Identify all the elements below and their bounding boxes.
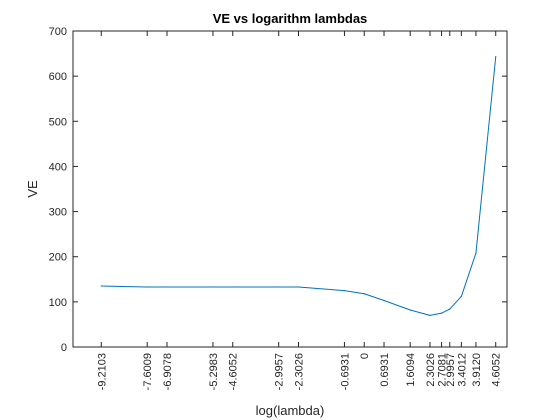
- data-point: [297, 286, 300, 288]
- data-point: [166, 286, 168, 288]
- x-tick-label: 2.9957: [445, 353, 457, 387]
- data-point: [383, 299, 385, 302]
- y-tick-label: 400: [49, 161, 67, 173]
- x-axis-label: log(lambda): [256, 403, 325, 418]
- x-tick-label: -2.3026: [293, 353, 305, 390]
- data-point: [278, 286, 280, 288]
- series-layer: [100, 56, 497, 316]
- data-point: [429, 314, 431, 316]
- y-axis-ticks: 0 100 200 300 400 500 600 700: [49, 26, 507, 354]
- data-point: [212, 286, 214, 288]
- x-tick-label: 0.6931: [379, 353, 391, 387]
- chart-title: VE vs logarithm lambdas: [213, 11, 368, 26]
- data-point: [475, 252, 477, 254]
- y-tick-label: 600: [49, 71, 67, 83]
- x-tick-label: -2.9957: [274, 353, 286, 390]
- y-tick-label: 700: [49, 26, 67, 38]
- x-tick-label: 3.4012: [456, 353, 468, 387]
- data-point: [146, 286, 148, 288]
- y-axis-label: VE: [25, 180, 40, 198]
- y-tick-label: 500: [49, 116, 67, 128]
- data-point: [100, 285, 102, 287]
- x-tick-label: -7.6009: [142, 353, 154, 390]
- x-tick-label: -6.9078: [162, 353, 174, 390]
- y-tick-label: 200: [49, 252, 67, 264]
- data-point: [343, 289, 346, 292]
- x-tick-label: -5.2983: [208, 353, 220, 390]
- x-tick-label: -0.6931: [339, 353, 351, 390]
- data-point: [495, 56, 497, 58]
- plot-area: [73, 31, 507, 347]
- plot-box: [72, 30, 508, 348]
- x-tick-label: 3.9120: [471, 353, 483, 387]
- x-tick-label: 0: [359, 353, 371, 359]
- x-tick-label: 2.7081: [437, 353, 449, 387]
- data-point: [232, 286, 234, 288]
- y-tick-label: 100: [49, 297, 67, 309]
- x-tick-label: -4.6052: [228, 353, 240, 390]
- x-axis-ticks: -9.2103 -7.6009 -6.9078 -5.2983 -4.6052 -2.99…: [96, 31, 503, 390]
- data-point: [363, 293, 365, 295]
- x-tick-label: -9.2103: [96, 353, 108, 390]
- x-tick-label: 2.3026: [425, 353, 437, 387]
- data-point: [449, 308, 451, 310]
- data-point: [440, 312, 443, 314]
- x-tick-label: 4.6052: [491, 353, 503, 387]
- y-tick-label: 300: [49, 207, 67, 219]
- x-tick-label: 1.6094: [405, 353, 417, 387]
- y-tick-label: 0: [61, 342, 67, 354]
- data-point: [409, 309, 411, 311]
- data-point: [460, 295, 462, 298]
